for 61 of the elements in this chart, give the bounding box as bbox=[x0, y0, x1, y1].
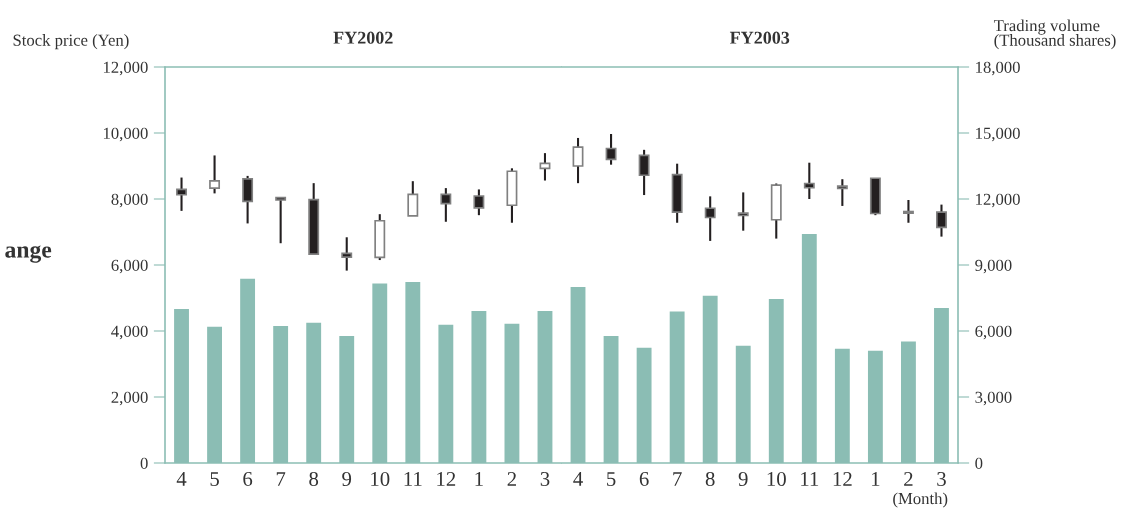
x-tick-label: 1 bbox=[872, 472, 880, 486]
candlestick bbox=[176, 176, 187, 212]
candlestick bbox=[242, 174, 254, 225]
y-axis-title: Stock price (Yen) bbox=[13, 34, 129, 50]
x-tick-label: 6 bbox=[243, 471, 253, 486]
x-tick-label: 12 bbox=[437, 471, 456, 486]
y2-tick-label: 6,000 bbox=[975, 325, 1012, 340]
x-tick-label: 3 bbox=[937, 471, 946, 486]
x-tick-label: 9 bbox=[738, 471, 748, 486]
candlestick bbox=[209, 154, 221, 195]
text: FY2003 bbox=[729, 31, 790, 44]
candlestick bbox=[836, 178, 848, 207]
candlestick bbox=[638, 148, 650, 197]
y2-tick-label: 0 bbox=[975, 457, 983, 469]
y-tick-label: 0 bbox=[140, 457, 148, 469]
y-tick-label: 10,000 bbox=[103, 127, 148, 142]
x-tick-label: 10 bbox=[767, 471, 786, 486]
x-tick-label: 11 bbox=[801, 472, 819, 486]
x-tick-label: 4 bbox=[176, 472, 187, 486]
y2-tick-label: 18,000 bbox=[976, 61, 1020, 76]
y2-tick-label: 9,000 bbox=[975, 259, 1012, 274]
x-tick-label: 9 bbox=[342, 471, 352, 486]
candlestick bbox=[341, 236, 353, 272]
y-tick-label: 4,000 bbox=[111, 325, 148, 340]
x-tick-label: 12 bbox=[833, 471, 852, 486]
y-tick-label: 12,000 bbox=[103, 61, 148, 76]
y-tick-label: 8,000 bbox=[111, 193, 148, 208]
x-tick-label: 7 bbox=[673, 472, 682, 486]
candlestick bbox=[572, 136, 584, 185]
y2-axis-title: Trading volume (Thousand shares) bbox=[993, 19, 1116, 50]
x-tick-label: 10 bbox=[371, 471, 390, 486]
y2-tick-label: 3,000 bbox=[975, 391, 1012, 406]
y-tick-label: 6,000 bbox=[111, 259, 148, 274]
x-tick-label: 7 bbox=[276, 472, 286, 486]
candlestick bbox=[902, 198, 914, 224]
candlestick bbox=[440, 187, 452, 223]
x-tick-label: 2 bbox=[904, 471, 913, 486]
text: ange bbox=[5, 245, 52, 263]
x-tick-label: 5 bbox=[607, 472, 616, 486]
x-tick-label: 3 bbox=[540, 471, 550, 486]
y2-tick-label: 15,000 bbox=[976, 127, 1020, 142]
candlestick bbox=[473, 188, 485, 217]
text: FY2002 bbox=[333, 31, 393, 44]
y-tick-label: 2,000 bbox=[111, 391, 148, 406]
x-tick-label: 6 bbox=[639, 471, 649, 486]
candlestick bbox=[704, 195, 716, 242]
x-tick-label: 8 bbox=[705, 471, 715, 486]
x-tick-label: 2 bbox=[507, 471, 516, 486]
candlestick bbox=[803, 161, 815, 201]
text: (Month) bbox=[893, 492, 948, 508]
y2-tick-label: 12,000 bbox=[976, 193, 1020, 208]
candlestick bbox=[936, 203, 947, 238]
candlestick bbox=[275, 196, 287, 245]
x-tick-label: 5 bbox=[210, 472, 219, 486]
candlestick bbox=[605, 132, 617, 166]
x-tick-label: 4 bbox=[573, 472, 583, 486]
x-tick-label: 11 bbox=[404, 472, 422, 486]
candlestick bbox=[737, 191, 749, 232]
x-tick-label: 1 bbox=[475, 472, 483, 486]
x-tick-label: 8 bbox=[309, 471, 319, 486]
candlestick bbox=[407, 180, 419, 217]
